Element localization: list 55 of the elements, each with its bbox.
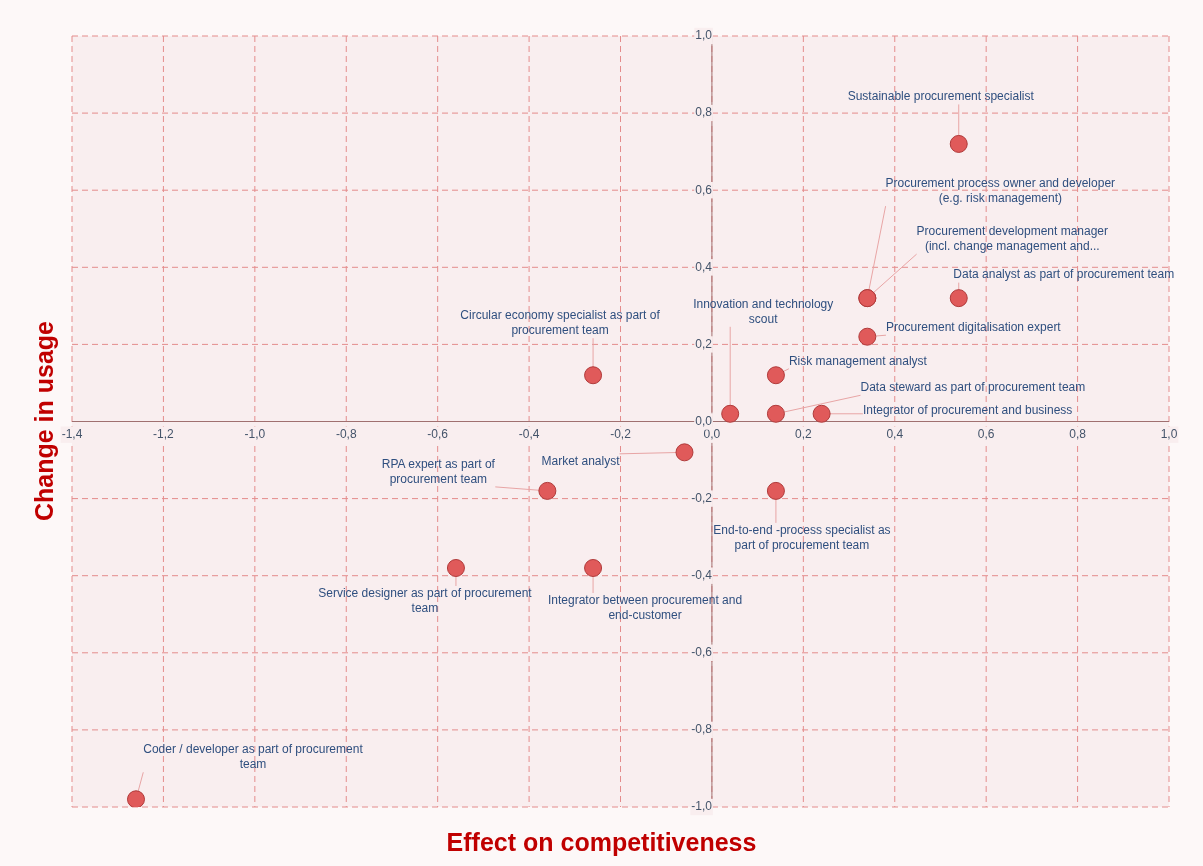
y-tick-label: -0,4: [691, 568, 713, 583]
x-tick-label: 0,4: [886, 427, 904, 442]
annotation: Data analyst as part of procurement team: [953, 267, 1175, 282]
annotation: Integrator of procurement and business: [862, 403, 1073, 418]
annotation: Service designer as part of procurement team: [318, 585, 533, 615]
annotation: Integrator between procurement and end-customer: [548, 592, 743, 622]
point: [126, 790, 145, 807]
point: [446, 558, 465, 577]
point: [538, 481, 557, 500]
annotation: Procurement digitalisation expert: [885, 320, 1062, 334]
x-tick-label: 0,2: [794, 427, 812, 442]
point: [721, 404, 740, 423]
annotation: End-to-end -process specialist as part of procurement team: [713, 522, 891, 552]
x-tick-label: -0,2: [610, 427, 632, 442]
y-tick-label: 0,6: [695, 182, 713, 197]
point: [949, 289, 968, 308]
x-axis-title: Effect on competitiveness: [445, 828, 758, 857]
x-tick-label: -0,6: [427, 427, 449, 442]
y-tick-label: 1,0: [695, 28, 713, 43]
y-tick-label: 0,8: [695, 105, 713, 120]
point: [812, 404, 831, 423]
point: [766, 404, 785, 423]
annotation: RPA expert as part of procurement team: [381, 456, 496, 486]
point: [766, 481, 785, 500]
point: [766, 366, 785, 385]
x-tick-label: -1,0: [244, 427, 266, 442]
point: [858, 327, 877, 346]
annotation: Innovation and technology scout: [693, 296, 834, 326]
annotation: Procurement development manager (incl. change management and...: [916, 223, 1109, 253]
annotation: Coder / developer as part of procurement team: [143, 742, 364, 772]
point: [949, 134, 968, 153]
x-tick-label: 0,8: [1069, 427, 1087, 442]
annotation: Risk management analyst: [788, 353, 928, 368]
point: [584, 558, 603, 577]
x-tick-label: -0,4: [518, 427, 540, 442]
y-tick-label: 0,4: [695, 259, 713, 274]
y-tick-label: -0,2: [691, 490, 713, 505]
x-tick-label: 0,6: [977, 427, 995, 442]
annotation: Circular economy specialist as part of procurement team: [460, 308, 661, 338]
x-tick-label: -1,2: [153, 427, 175, 442]
x-tick-label: -0,8: [335, 427, 357, 442]
y-tick-label: -1,0: [691, 799, 713, 814]
annotation: Data steward as part of procurement team: [860, 380, 1086, 395]
y-axis-title: Change in usage: [29, 320, 59, 522]
y-tick-label: -0,8: [691, 722, 713, 737]
x-tick-label: -1,4: [61, 427, 83, 442]
annotation: Sustainable procurement specialist: [847, 89, 1035, 104]
annotation: Procurement process owner and developer (e.g. risk management): [885, 175, 1116, 205]
y-tick-label: 0,0: [695, 413, 713, 428]
y-tick-label: 0,2: [695, 336, 713, 351]
x-tick-label: 1,0: [1160, 427, 1178, 442]
y-tick-label: -0,6: [691, 645, 713, 660]
annotation: Market analyst: [541, 453, 621, 468]
point: [584, 366, 603, 385]
point: [675, 443, 694, 462]
